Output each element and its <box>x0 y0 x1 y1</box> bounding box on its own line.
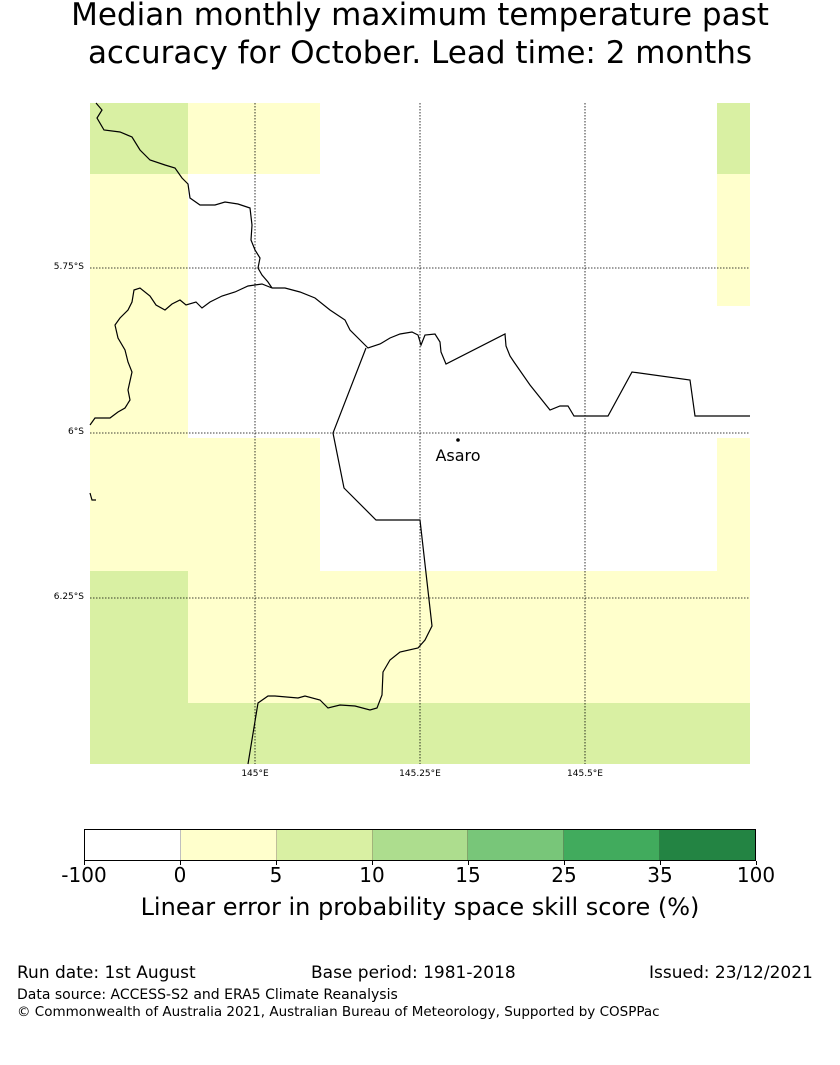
colorbar-tick-label: -100 <box>61 863 107 887</box>
colorbar-tick-label: 5 <box>269 863 283 887</box>
colorbar-tick-mark <box>179 861 181 865</box>
copyright: © Commonwealth of Australia 2021, Austra… <box>17 1004 660 1020</box>
colorbar-tick-mark <box>371 861 373 865</box>
gridlines <box>90 103 750 764</box>
grid-cell <box>90 103 188 174</box>
colorbar-tick-mark <box>563 861 565 865</box>
colorbar-segment <box>372 830 469 860</box>
grid-cell <box>188 438 320 571</box>
grid-cell <box>90 174 188 571</box>
issued-date: Issued: 23/12/2021 <box>649 963 813 983</box>
colorbar-tick-label: 10 <box>359 863 385 887</box>
border-central <box>272 287 750 417</box>
data-source: Data source: ACCESS-S2 and ERA5 Climate … <box>17 987 398 1003</box>
colorbar-segment <box>85 830 181 860</box>
colorbar-label: Linear error in probability space skill … <box>140 893 700 921</box>
border-south <box>247 347 433 765</box>
grid-cell <box>717 174 750 306</box>
lat-label: 5.75°S <box>53 262 84 272</box>
colorbar-segment <box>276 830 373 860</box>
province-borders <box>89 102 750 765</box>
town-label-asaro: Asaro <box>435 446 480 465</box>
colorbar-tick-label: 0 <box>173 863 187 887</box>
lon-label: 145.5°E <box>567 769 603 779</box>
grid-cell <box>717 438 750 571</box>
colorbar-segment <box>180 830 277 860</box>
colorbar-tick-mark <box>755 861 757 865</box>
run-date: Run date: 1st August <box>17 963 196 983</box>
lon-label: 145°E <box>241 769 269 779</box>
lat-label: 6°S <box>68 427 84 437</box>
colorbar-segment <box>660 830 756 860</box>
base-period: Base period: 1981-2018 <box>311 963 516 983</box>
lat-label: 6.25°S <box>53 592 84 602</box>
skill-grid <box>90 103 750 764</box>
grid-cell <box>90 571 188 703</box>
colorbar-tick-label: 15 <box>455 863 481 887</box>
lon-label: 145.25°E <box>399 769 441 779</box>
border-fragment <box>89 492 96 501</box>
colorbar-tick-mark <box>275 861 277 865</box>
map-plot: Asaro <box>89 102 750 765</box>
chart-title-line-2: accuracy for October. Lead time: 2 month… <box>87 35 753 71</box>
colorbar-tick-label: 25 <box>551 863 577 887</box>
colorbar-tick-mark <box>83 861 85 865</box>
grid-cell <box>188 103 320 174</box>
chart-title-line-1: Median monthly maximum temperature past <box>71 0 769 33</box>
border-north <box>95 102 273 289</box>
colorbar-segment <box>564 830 661 860</box>
colorbar <box>84 829 756 861</box>
town-marker-asaro <box>456 438 460 442</box>
colorbar-segment <box>468 830 565 860</box>
border-west-loop <box>89 283 273 426</box>
grid-cell <box>717 103 750 174</box>
colorbar-tick-label: 100 <box>736 863 776 887</box>
colorbar-tick-mark <box>467 861 469 865</box>
grid-cell <box>188 571 750 703</box>
colorbar-tick-mark <box>659 861 661 865</box>
colorbar-tick-label: 35 <box>647 863 673 887</box>
